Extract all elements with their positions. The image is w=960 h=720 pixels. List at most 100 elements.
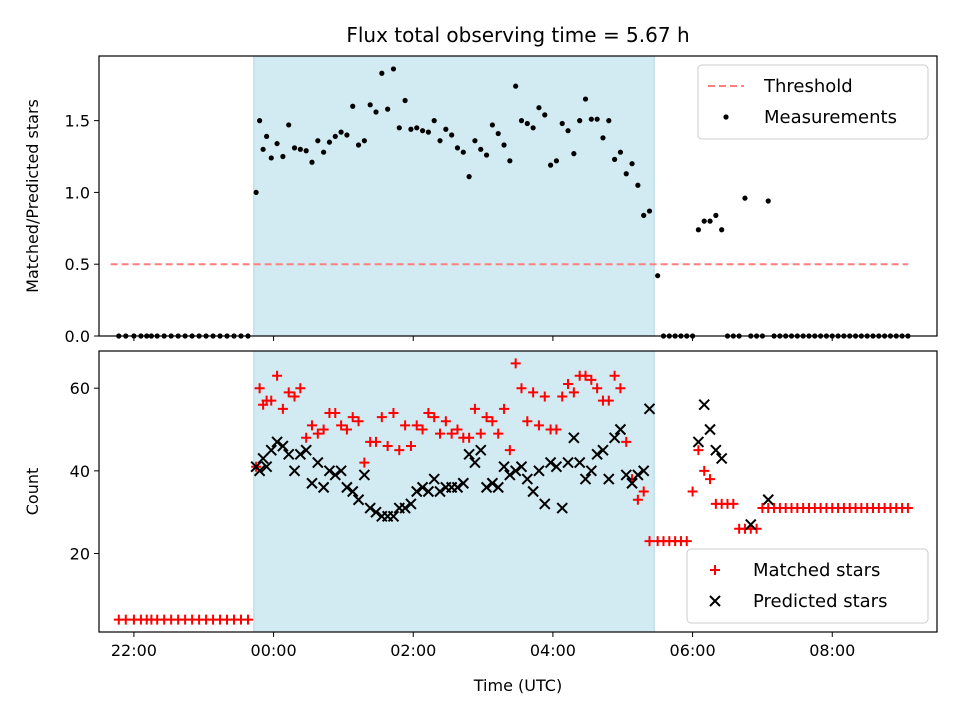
predicted-star-point <box>260 460 273 473</box>
matched-star-point <box>615 383 626 394</box>
matched-star-point <box>446 428 457 439</box>
measurement-point <box>361 138 367 144</box>
matched-star-point <box>400 420 411 431</box>
matched-star-point <box>481 412 492 423</box>
measurement-point <box>559 120 565 127</box>
measurement-point <box>641 212 647 218</box>
matched-star-point <box>266 395 277 406</box>
predicted-star-point <box>643 403 656 415</box>
measurement-point <box>264 133 270 140</box>
measurement-point <box>390 66 397 72</box>
predicted-star-point <box>585 465 598 477</box>
predicted-star-point <box>405 498 417 510</box>
measurement-point <box>460 149 466 155</box>
measurement-point <box>588 116 594 122</box>
matched-star-point <box>586 374 597 385</box>
measurement-point <box>565 128 571 134</box>
predicted-star-point <box>692 436 705 448</box>
measurement-point <box>286 122 292 128</box>
measurement-point <box>326 139 333 145</box>
matched-star-point <box>306 420 317 431</box>
y-tick-label: 0.0 <box>65 327 90 346</box>
matched-star-point <box>469 403 480 414</box>
measurement-point <box>274 140 280 147</box>
legend: Matched stars Predicted stars <box>686 548 929 624</box>
measurement-point <box>443 126 449 132</box>
matched-star-point <box>423 407 434 418</box>
predicted-star-point <box>463 448 475 461</box>
measurement-point <box>518 118 525 124</box>
measurement-point <box>719 227 725 233</box>
measurement-point <box>623 171 629 177</box>
matched-star-point <box>499 403 510 414</box>
measurement-point <box>257 118 263 124</box>
predicted-star-point <box>283 448 295 461</box>
legend-label: Matched stars <box>753 560 880 581</box>
predicted-star-point <box>509 465 522 477</box>
predicted-star-point <box>335 465 347 477</box>
matched-star-point <box>516 383 527 394</box>
predicted-star-point <box>469 456 481 469</box>
predicted-star-point <box>614 423 627 436</box>
matched-star-point <box>621 436 632 447</box>
predicted-star-point <box>253 465 266 477</box>
predicted-star-point <box>539 498 551 510</box>
matched-star-point <box>522 416 533 427</box>
predicted-star-point <box>347 485 359 498</box>
predicted-star-point <box>312 456 324 469</box>
predicted-star-point <box>626 477 638 489</box>
measurement-point <box>695 227 702 233</box>
legend-measurements-swatch <box>723 114 729 120</box>
series-matched-stars <box>113 358 913 625</box>
measurement-point <box>379 70 385 76</box>
predicted-star-point <box>265 444 277 456</box>
matched-star-point <box>568 387 579 398</box>
measurement-point <box>655 273 661 279</box>
predicted-star-point <box>704 423 716 436</box>
predicted-star-point <box>591 448 603 461</box>
predicted-star-point <box>527 485 539 498</box>
matched-star-point <box>376 412 387 423</box>
y-tick-label: 60 <box>70 379 90 398</box>
measurement-point <box>344 132 350 138</box>
series-measurements <box>116 66 911 339</box>
x-tick-label: 06:00 <box>670 641 716 660</box>
matched-star-point <box>533 420 544 431</box>
predicted-star-point <box>387 510 400 523</box>
matched-star-point <box>693 445 704 456</box>
axes-frame <box>98 55 938 337</box>
matched-star-point <box>609 370 620 381</box>
measurement-point <box>367 102 373 108</box>
x-tick-label: 08:00 <box>809 641 855 660</box>
x-axis-label: Time (UTC) <box>473 676 562 695</box>
predicted-star-point <box>457 477 470 489</box>
measurement-point <box>454 145 461 151</box>
y-tick-label: 40 <box>70 462 90 481</box>
matched-star-point <box>638 486 649 497</box>
chart-title: Flux total observing time = 5.67 h <box>346 23 689 47</box>
matched-star-point <box>551 424 562 435</box>
measurement-point <box>713 212 719 218</box>
predicted-star-point <box>300 444 312 456</box>
measurement-point <box>414 125 420 131</box>
measurement-point <box>472 138 478 144</box>
series-predicted-stars <box>250 399 774 531</box>
predicted-star-point <box>632 469 644 481</box>
matched-star-point <box>528 387 539 398</box>
measurement-point <box>303 148 309 154</box>
measurement-point <box>321 149 327 155</box>
matched-star-point <box>699 465 710 476</box>
predicted-star-point <box>451 481 464 494</box>
legend: Threshold Measurements <box>697 64 929 140</box>
measurement-point <box>297 146 303 152</box>
measurement-point <box>701 218 707 224</box>
predicted-star-point <box>422 485 435 498</box>
measurement-point <box>373 109 379 115</box>
matched-star-point <box>353 416 364 427</box>
matched-star-point <box>452 424 463 435</box>
matched-star-point <box>705 474 716 485</box>
matched-star-point <box>371 436 382 447</box>
legend-predicted-swatch <box>709 595 721 607</box>
predicted-star-point <box>620 469 632 481</box>
measurement-point <box>542 112 548 118</box>
